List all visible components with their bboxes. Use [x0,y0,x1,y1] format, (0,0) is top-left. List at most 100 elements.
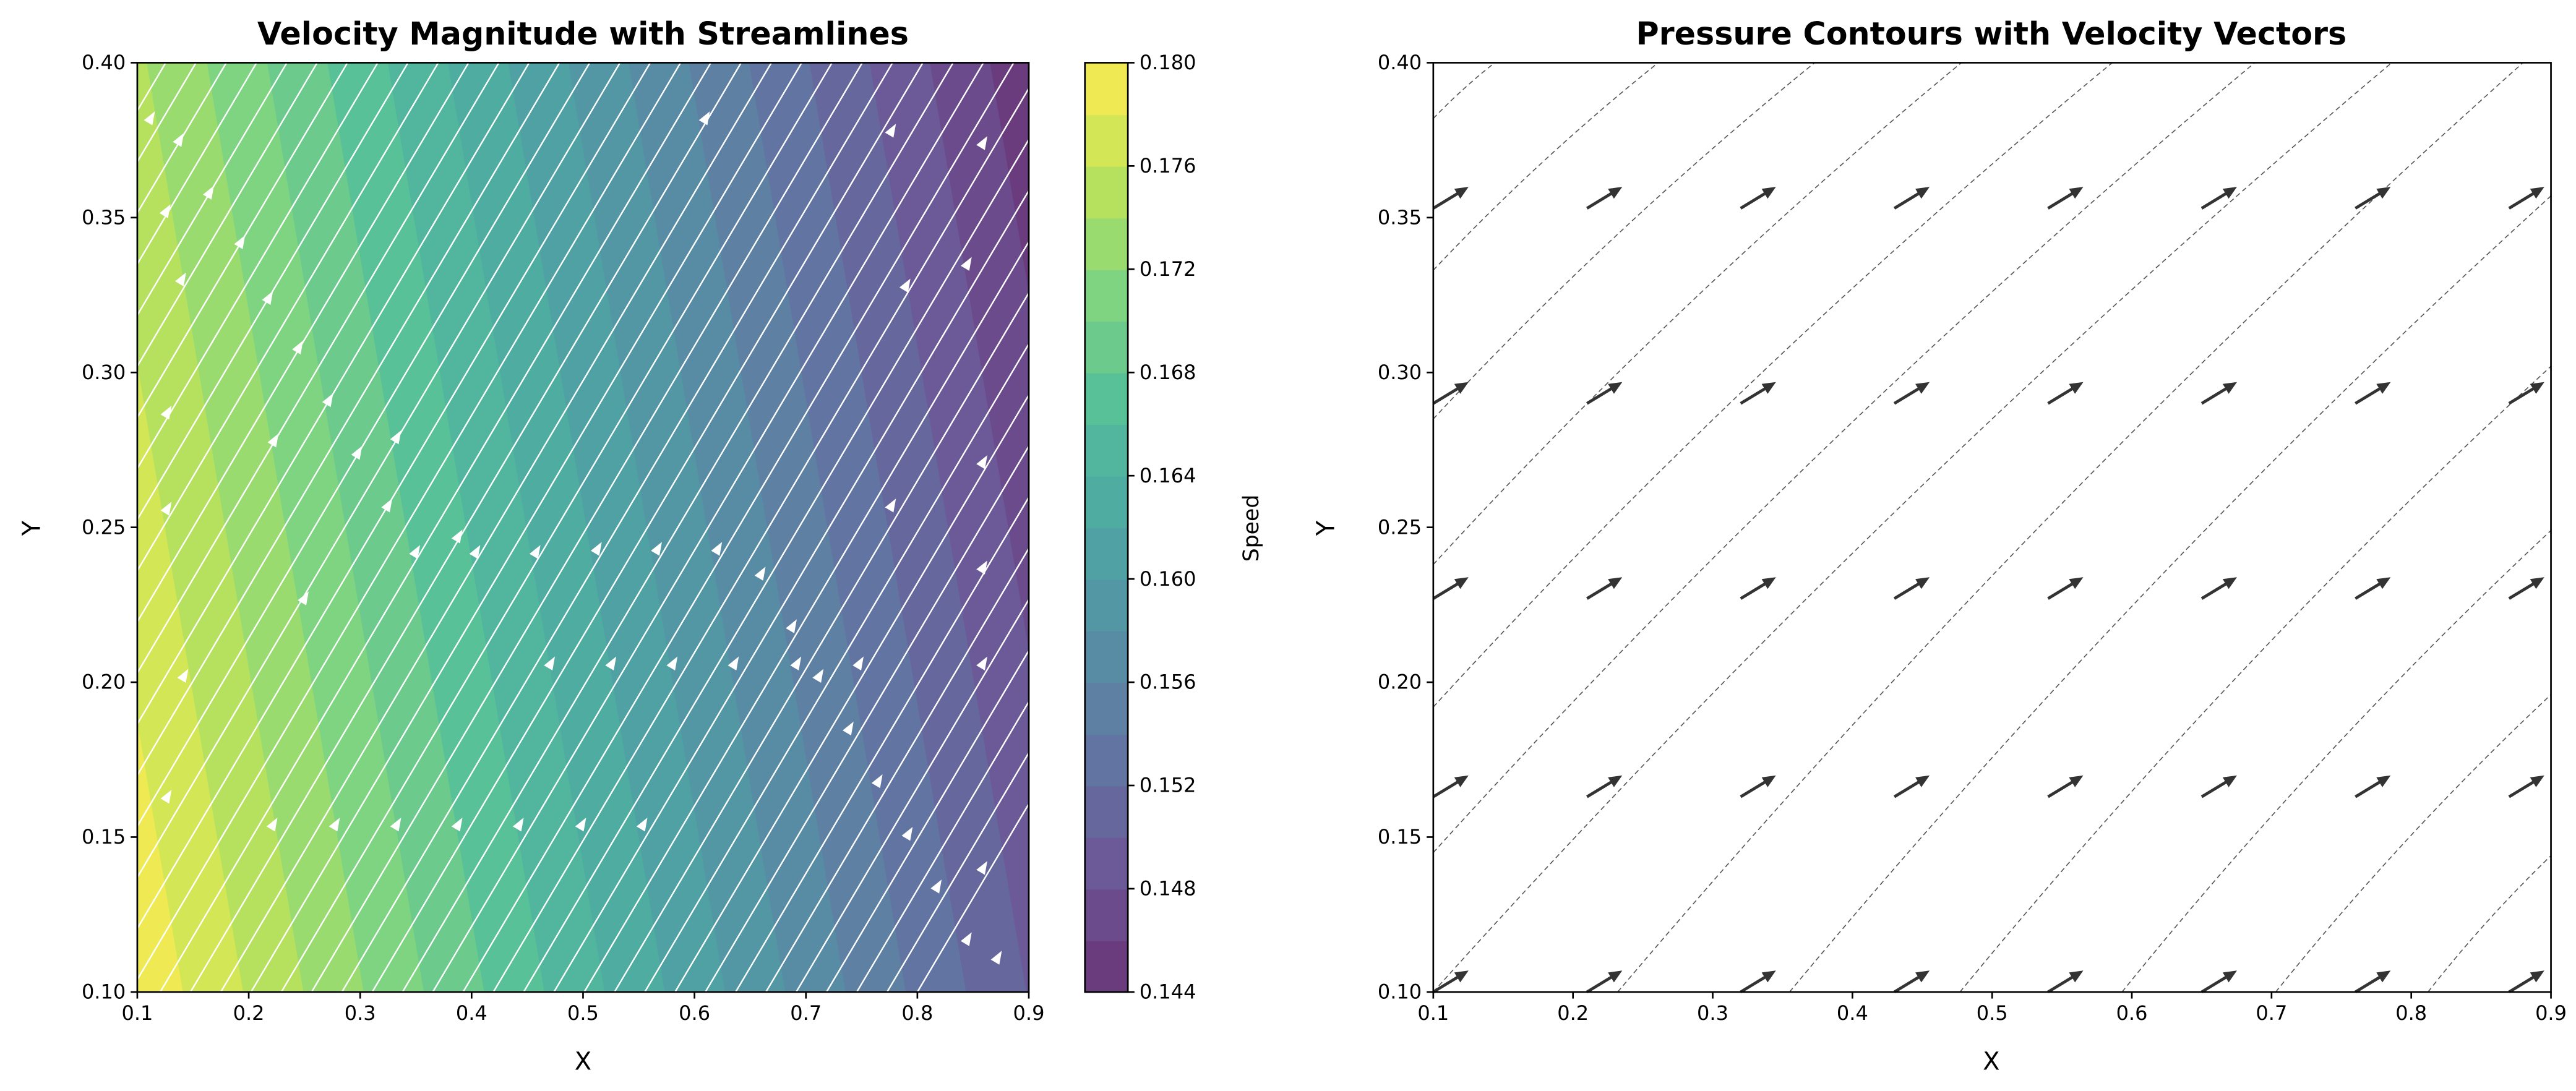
streamline-arrow [203,186,214,200]
velocity-vector [2508,187,2544,210]
pressure-contour-line [1433,62,1962,565]
streamline [311,62,863,993]
pressure-contour-line [2275,694,2552,993]
pressure-contour-line [1959,366,2552,993]
colorbar-band [1084,785,1128,838]
streamline [371,62,924,993]
velocity-vector [1740,970,1776,993]
colorbar-band [1084,888,1128,941]
velocity-vector [2047,970,2084,993]
streamline-arrow [901,826,913,841]
velocity-vector [1893,382,1930,405]
streamline [136,62,591,827]
streamlines [136,62,1030,993]
streamline [462,62,1015,993]
streamline [886,752,1030,993]
x-tick-label: 0.9 [1013,1001,1045,1025]
y-tick-label: 0.35 [82,205,126,229]
colorbar-band [1084,682,1128,735]
y-tick-label: 0.25 [82,515,126,539]
pressure-contour-line [1433,62,1659,271]
x-tick-label: 0.5 [1977,1001,2008,1025]
streamline-arrow [144,111,155,126]
x-tick-label: 0.1 [1417,1001,1449,1025]
streamline-arrow [666,656,678,670]
y-tick-label: 0.40 [82,51,126,74]
streamline-arrow [173,133,184,147]
streamline-arrow [651,542,662,556]
pressure-panel: 0.1 0.2 0.3 0.4 0.5 0.6 0.7 0.8 0.9 0.10 0.15 0.20 0… [1312,15,2567,1076]
velocity-vector [1586,382,1623,405]
streamline [765,548,1030,993]
streamline [136,62,318,367]
y-tick-label: 0.15 [82,825,126,849]
right-y-axis-label: Y [1312,520,1341,536]
streamline-arrow [234,235,246,249]
left-ticks: 0.1 0.2 0.3 0.4 0.5 0.6 0.7 0.8 0.9 0.10 0.15 0.20 0… [82,51,1045,1025]
streamline [136,62,682,980]
velocity-vector [2355,970,2391,993]
streamline [136,62,530,725]
velocity-vector [1432,187,1469,210]
colorbar-band [1084,527,1128,580]
streamline-arrow [409,545,421,559]
velocity-vector [1893,187,1930,210]
streamline-arrow [976,560,987,575]
colorbar-tick-label: 0.164 [1140,464,1196,487]
streamline [136,62,470,623]
streamline-arrow [636,817,648,832]
streamline-arrow [899,278,911,293]
y-tick-label: 0.15 [1378,825,1422,849]
left-chart-title: Velocity Magnitude with Streamlines [257,15,909,52]
streamline-arrow [159,204,171,218]
speed-contour-bands [137,62,1029,993]
y-tick-label: 0.20 [1378,670,1422,694]
colorbar-band [1084,940,1128,993]
streamline-arrow [322,393,333,408]
streamline-arrow [698,111,710,126]
velocity-panel: 0.1 0.2 0.3 0.4 0.5 0.6 0.7 0.8 0.9 0.10 0.15 0.20 0… [17,15,1263,1076]
streamline-arrow [885,498,896,513]
streamline-arrow [177,669,189,683]
colorbar-band [1084,62,1128,116]
velocity-vector [2200,970,2237,993]
streamline [280,62,833,993]
velocity-vector [2355,577,2391,600]
colorbar-band [1084,579,1128,631]
colorbar-band [1084,476,1128,528]
streamline [523,139,1030,993]
colorbar-band [1084,166,1128,219]
velocity-vector [1432,382,1469,405]
streamline [136,62,439,571]
colorbar: 0.144 0.148 0.152 0.156 0.160 0.164 0.168 0.172… [1084,51,1196,1004]
y-tick-label: 0.35 [1378,205,1422,229]
streamline-arrow [267,433,279,448]
streamline-arrow [885,124,896,138]
x-tick-label: 0.7 [2256,1001,2287,1025]
streamline-arrow [351,445,363,460]
streamline-arrow [328,817,340,832]
streamline-arrow [262,291,273,306]
velocity-vector [1586,775,1623,798]
pressure-contours [1433,62,2552,993]
streamline-arrow [544,656,556,670]
streamline-arrow [728,656,739,670]
velocity-vector [2047,187,2084,210]
streamline-arrow [160,789,172,804]
streamline-arrow [843,721,854,736]
streamline [916,803,1030,993]
velocity-vector [1740,775,1776,798]
y-tick-label: 0.30 [82,361,126,384]
velocity-vector [2200,382,2237,405]
streamline-arrow [976,455,987,469]
streamline-arrow [852,656,864,670]
x-tick-label: 0.7 [790,1001,822,1025]
velocity-vector [1586,187,1623,210]
streamline-arrow [575,817,586,832]
velocity-vector [2508,775,2544,798]
streamline [553,190,1030,993]
streamline [614,292,1030,993]
velocity-vector [2200,187,2237,210]
pressure-contour-line [1433,62,2392,993]
